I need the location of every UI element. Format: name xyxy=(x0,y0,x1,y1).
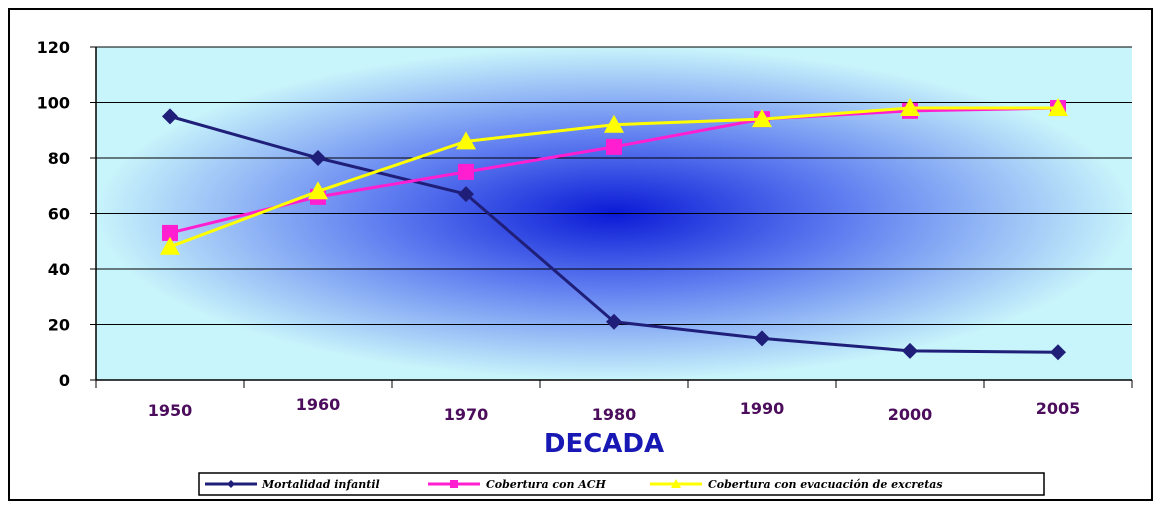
x-tick-label: 1950 xyxy=(148,401,193,420)
x-axis-title: DECADA xyxy=(544,429,664,459)
mortalidad-infantil-marker xyxy=(902,342,918,359)
mortalidad-infantil-marker xyxy=(458,186,474,203)
legend-label: Cobertura con ACH xyxy=(486,478,607,491)
axes: 0 20 40 60 80 100 120 1950 1960 1970 1980 1990 2000 2… xyxy=(37,38,1133,424)
cobertura-excretas-marker xyxy=(900,98,920,117)
mortalidad-infantil-marker xyxy=(1050,344,1066,361)
cobertura-excretas-marker xyxy=(604,114,624,133)
x-tick-label: 1980 xyxy=(592,405,637,424)
y-tick-label: 80 xyxy=(48,149,70,168)
legend: Mortalidad infantil Cobertura con ACH Cobe… xyxy=(198,472,1045,496)
cobertura-ach-marker xyxy=(458,163,474,180)
y-tick-label: 120 xyxy=(37,38,70,57)
x-tick-label: 1990 xyxy=(740,399,785,418)
mortalidad-infantil-marker xyxy=(754,330,770,347)
y-tick-label: 20 xyxy=(48,316,70,335)
cobertura-excretas-marker xyxy=(456,131,476,150)
x-tick-label: 1970 xyxy=(444,405,489,424)
mortalidad-infantil-marker xyxy=(162,108,178,125)
legend-label: Mortalidad infantil xyxy=(261,478,380,491)
x-tick-label: 2005 xyxy=(1036,399,1081,418)
x-tick-label: 2000 xyxy=(888,405,933,424)
mortalidad-infantil-marker xyxy=(606,313,622,330)
legend-swatch-marker xyxy=(450,480,458,488)
legend-swatch-marker xyxy=(227,480,235,488)
cobertura-excretas-marker xyxy=(752,109,772,128)
mortalidad-infantil-marker xyxy=(310,150,326,166)
legend-swatch-marker xyxy=(671,479,681,488)
gridlines xyxy=(96,46,1132,325)
y-tick-label: 100 xyxy=(37,94,70,113)
legend-box xyxy=(198,472,1045,496)
y-tick-label: 0 xyxy=(59,371,70,390)
series-cobertura-excretas xyxy=(160,98,1068,255)
cobertura-ach-marker xyxy=(606,138,622,155)
y-tick-label: 60 xyxy=(48,205,70,224)
legend-label: Cobertura con evacuación de excretas xyxy=(708,478,943,491)
cobertura-excretas-marker xyxy=(1048,98,1068,117)
cobertura-ach-marker xyxy=(162,224,178,241)
y-tick-label: 40 xyxy=(48,260,70,279)
series-group xyxy=(160,98,1068,361)
x-tick-label: 1960 xyxy=(296,395,341,414)
cobertura-excretas-marker xyxy=(308,181,328,200)
cobertura-excretas-marker xyxy=(160,236,180,255)
series-mortalidad-infantil xyxy=(162,108,1066,361)
